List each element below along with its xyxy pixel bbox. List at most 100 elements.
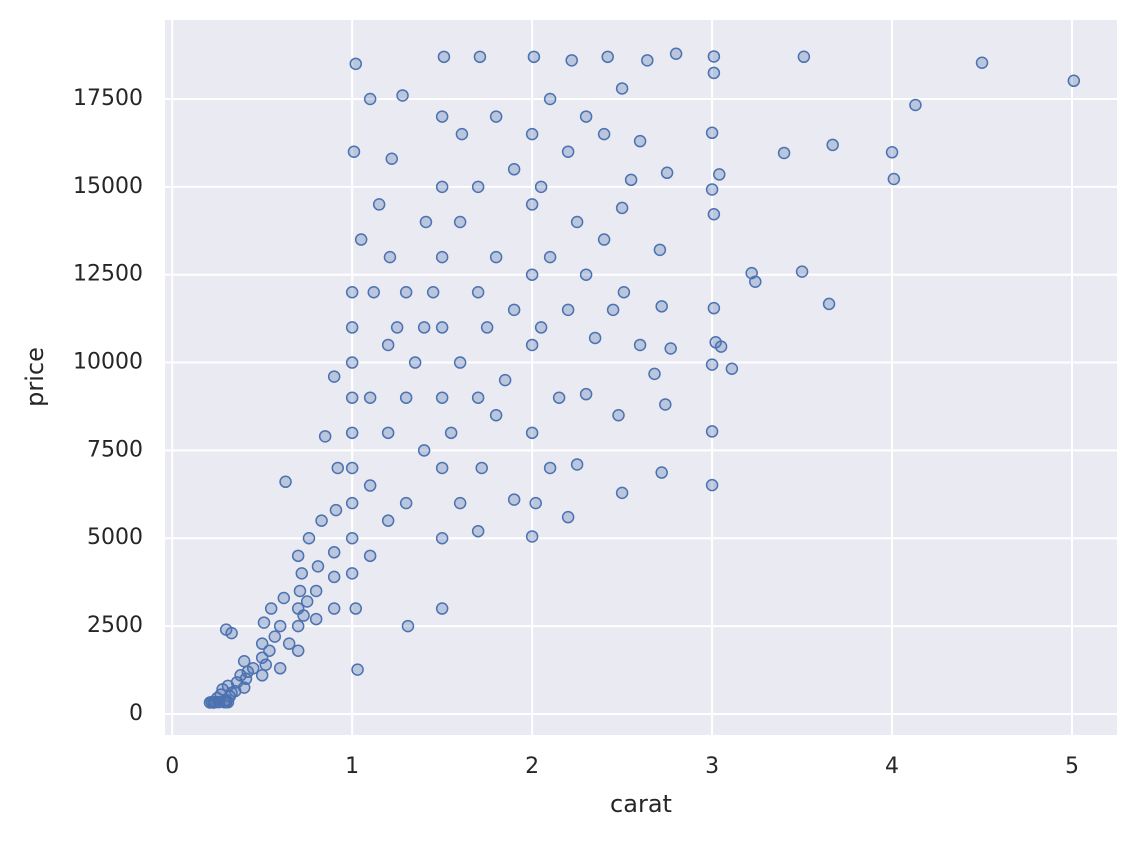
y-tick-label: 7500 bbox=[87, 437, 143, 462]
point bbox=[552, 391, 566, 404]
point bbox=[705, 425, 719, 438]
point bbox=[345, 567, 359, 580]
point bbox=[534, 180, 548, 194]
point bbox=[295, 567, 309, 580]
point bbox=[363, 479, 377, 492]
point bbox=[408, 356, 422, 369]
point bbox=[887, 172, 901, 186]
point bbox=[435, 110, 449, 123]
point bbox=[653, 243, 667, 257]
y-tick-label: 10000 bbox=[73, 350, 143, 375]
point bbox=[291, 619, 305, 633]
point bbox=[507, 493, 521, 506]
point bbox=[489, 110, 503, 123]
point bbox=[435, 321, 449, 334]
y-tick-label: 12500 bbox=[73, 262, 143, 287]
point bbox=[471, 180, 485, 194]
point bbox=[543, 92, 557, 106]
point bbox=[617, 286, 631, 299]
point bbox=[363, 92, 377, 106]
x-tick-label: 3 bbox=[705, 754, 719, 779]
point bbox=[525, 127, 539, 141]
plot-area bbox=[165, 20, 1117, 735]
point bbox=[273, 619, 287, 633]
point bbox=[399, 286, 413, 299]
point bbox=[297, 609, 310, 622]
point bbox=[624, 173, 638, 187]
point bbox=[219, 623, 233, 636]
point bbox=[396, 89, 409, 102]
point bbox=[234, 669, 247, 682]
point bbox=[327, 570, 341, 584]
y-axis-label: price bbox=[21, 347, 49, 407]
x-tick-label: 5 bbox=[1065, 754, 1079, 779]
point bbox=[327, 602, 341, 615]
point bbox=[473, 50, 487, 64]
point bbox=[525, 198, 539, 211]
y-tick-label: 0 bbox=[129, 701, 143, 726]
y-tick-label: 15000 bbox=[73, 174, 143, 199]
point bbox=[707, 301, 721, 315]
point bbox=[453, 356, 467, 369]
point bbox=[435, 531, 449, 545]
point bbox=[471, 391, 485, 404]
point bbox=[826, 138, 839, 152]
point bbox=[705, 183, 719, 196]
point bbox=[471, 524, 485, 538]
point bbox=[633, 134, 647, 148]
point bbox=[777, 146, 791, 160]
point bbox=[525, 338, 539, 352]
point bbox=[455, 127, 469, 141]
point bbox=[615, 82, 629, 95]
point bbox=[372, 198, 386, 211]
point bbox=[381, 426, 395, 440]
point bbox=[401, 619, 415, 633]
point bbox=[471, 286, 485, 299]
point bbox=[444, 426, 458, 440]
point bbox=[606, 303, 620, 317]
point bbox=[399, 496, 413, 510]
point bbox=[615, 486, 629, 500]
point bbox=[659, 398, 672, 411]
point bbox=[507, 163, 521, 176]
point bbox=[480, 321, 494, 334]
point bbox=[311, 560, 325, 573]
point bbox=[705, 478, 719, 492]
point bbox=[570, 215, 584, 229]
point bbox=[354, 233, 368, 246]
point bbox=[255, 669, 269, 682]
point bbox=[237, 654, 251, 668]
point bbox=[795, 265, 809, 278]
point bbox=[351, 663, 364, 676]
point bbox=[309, 584, 323, 598]
point bbox=[437, 50, 451, 64]
point bbox=[383, 250, 397, 264]
point bbox=[349, 57, 363, 71]
x-axis-label: carat bbox=[610, 790, 672, 818]
point bbox=[363, 549, 377, 563]
point bbox=[318, 430, 332, 443]
point bbox=[345, 356, 359, 369]
x-tick-label: 2 bbox=[525, 754, 539, 779]
point bbox=[268, 630, 282, 643]
point bbox=[435, 180, 449, 194]
point bbox=[345, 391, 359, 404]
point bbox=[489, 409, 503, 422]
x-tick-label: 1 bbox=[345, 754, 359, 779]
point bbox=[612, 409, 625, 422]
point bbox=[633, 338, 647, 352]
point bbox=[435, 250, 449, 264]
point bbox=[435, 391, 449, 404]
point bbox=[345, 286, 359, 299]
point bbox=[291, 549, 305, 563]
point bbox=[282, 637, 296, 650]
point bbox=[507, 303, 521, 317]
point bbox=[302, 531, 316, 545]
point bbox=[601, 50, 614, 64]
point bbox=[707, 208, 721, 221]
point bbox=[345, 531, 359, 545]
y-tick-label: 5000 bbox=[87, 525, 143, 550]
point bbox=[367, 286, 381, 299]
point bbox=[641, 54, 654, 67]
